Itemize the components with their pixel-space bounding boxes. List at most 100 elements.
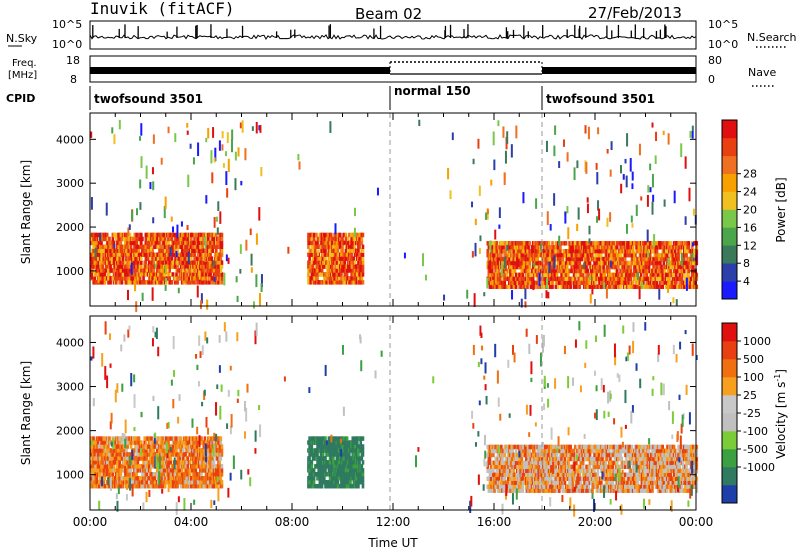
echo-cell: [567, 272, 570, 278]
echo-cell: [186, 456, 190, 461]
echo-cell: [111, 456, 115, 461]
echo-cell: [105, 202, 108, 216]
echo-cell: [308, 456, 311, 461]
echo-cell: [167, 464, 170, 469]
echo-cell: [214, 444, 218, 449]
echo-cell: [619, 256, 622, 262]
echo-cell: [183, 236, 186, 242]
echo-cell: [561, 260, 565, 266]
echo-cell: [511, 280, 515, 286]
echo-cell: [174, 472, 177, 477]
echo-cell: [631, 248, 635, 254]
echo-cell: [217, 240, 220, 246]
echo-cell: [684, 245, 687, 250]
echo-cell: [188, 268, 192, 273]
echo-cell: [589, 268, 593, 274]
echo-cell: [139, 268, 143, 273]
echo-cell: [182, 264, 185, 269]
echo-cell: [125, 448, 128, 453]
echo-cell: [180, 460, 184, 465]
echo-cell: [620, 268, 624, 274]
echo-cell: [214, 248, 218, 253]
echo-cell: [527, 277, 530, 283]
echo-cell: [211, 172, 214, 184]
echo-cell: [197, 142, 200, 157]
echo-cell: [533, 241, 536, 246]
echo-cell: [528, 241, 532, 246]
echo-cell: [691, 242, 694, 247]
echo-cell: [182, 268, 185, 273]
echo-cell: [160, 464, 164, 469]
echo-cell: [158, 232, 161, 238]
echo-cell: [512, 276, 516, 282]
echo-cell: [126, 440, 129, 445]
echo-cell: [298, 161, 301, 170]
echo-cell: [192, 464, 195, 469]
echo-cell: [641, 281, 644, 289]
echo-cell: [132, 452, 135, 457]
echo-cell: [553, 193, 556, 206]
echo-cell: [220, 232, 224, 238]
echo-cell: [644, 241, 647, 246]
echo-cell: [589, 293, 592, 304]
echo-cell: [111, 127, 114, 134]
echo-cell: [695, 260, 699, 266]
echo-cell: [567, 227, 570, 240]
echo-cell: [626, 280, 629, 286]
echo-cell: [97, 252, 101, 257]
echo-cell: [186, 436, 190, 441]
echo-cell: [335, 260, 339, 265]
echo-cell: [169, 456, 173, 461]
echo-cell: [138, 252, 142, 257]
echo-cell: [133, 456, 136, 461]
echo-cell: [346, 256, 350, 261]
echo-cell: [506, 131, 509, 144]
echo-cell: [642, 280, 645, 286]
echo-cell: [150, 436, 153, 441]
echo-cell: [519, 264, 522, 270]
echo-cell: [592, 241, 595, 246]
echo-cell: [142, 472, 145, 477]
echo-cell: [619, 248, 622, 254]
echo-cell: [471, 251, 474, 258]
echo-cell: [361, 268, 365, 273]
echo-cell: [320, 268, 324, 273]
echo-cell: [158, 268, 161, 273]
echo-cell: [540, 243, 543, 252]
echo-cell: [318, 264, 322, 269]
echo-cell: [138, 280, 142, 285]
echo-cell: [353, 260, 357, 265]
echo-cell: [526, 264, 529, 270]
echo-cell: [212, 232, 216, 238]
echo-cell: [620, 280, 624, 286]
echo-cell: [127, 280, 131, 285]
echo-cell: [451, 132, 454, 141]
echo-cell: [608, 248, 611, 254]
echo-cell: [213, 264, 217, 269]
echo-cell: [91, 483, 94, 489]
echo-cell: [502, 126, 505, 138]
echo-cell: [133, 448, 136, 453]
echo-cell: [577, 207, 580, 220]
echo-cell: [623, 280, 627, 286]
echo-cell: [548, 284, 552, 289]
echo-cell: [625, 223, 628, 234]
echo-cell: [203, 436, 207, 441]
echo-cell: [501, 256, 504, 262]
echo-cell: [131, 210, 134, 221]
echo-cell: [178, 476, 182, 481]
echo-cell: [135, 248, 139, 253]
echo-cell: [529, 256, 533, 262]
colorbar-tick-label: 4: [743, 275, 750, 288]
echo-cell: [316, 452, 319, 457]
echo-cell: [99, 476, 102, 481]
echo-cell: [113, 456, 117, 461]
echo-cell: [688, 284, 692, 289]
echo-cell: [343, 260, 347, 265]
echo-cell: [526, 256, 529, 262]
echo-cell: [239, 244, 242, 254]
echo-cell: [219, 440, 223, 445]
echo-cell: [585, 162, 588, 174]
echo-cell: [136, 260, 140, 265]
